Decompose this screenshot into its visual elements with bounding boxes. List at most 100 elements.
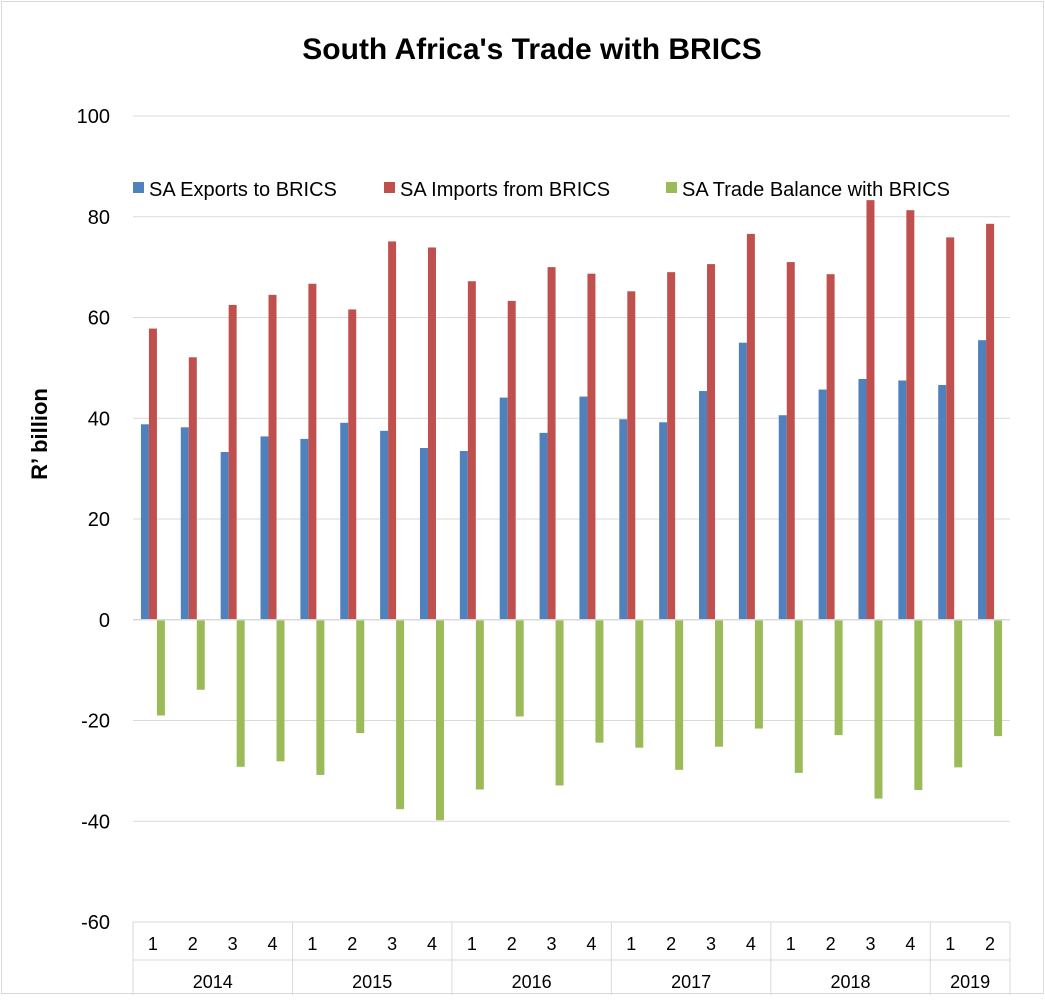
bar [635,619,644,748]
bar [475,619,484,790]
x-tick-label: 1 [467,934,477,954]
bar [707,264,716,620]
bar [196,619,205,690]
bar [340,422,349,620]
bar [818,389,827,620]
bar [595,619,604,743]
bar [619,419,628,620]
bar [435,619,444,821]
bar [156,619,165,716]
legend-label: SA Exports to BRICS [149,179,337,201]
y-tick-label: 40 [88,408,110,430]
bar [778,415,787,620]
bar [858,378,867,620]
x-tick-label: 3 [387,934,397,954]
bar [396,619,405,810]
y-tick-label: 0 [99,610,110,632]
bar [866,200,875,620]
bar [356,619,365,734]
bar [148,328,157,620]
y-tick-label: 100 [77,106,110,128]
y-tick-label: 60 [88,308,110,330]
bar [427,247,436,620]
y-axis-ticks: -60 -40 -20 0 20 40 60 80 100 [77,106,110,934]
bar [675,619,684,770]
bar [794,619,803,773]
y-tick-label: 80 [88,207,110,229]
bar [938,385,947,620]
bar [467,281,476,620]
bar [834,619,843,736]
bar [954,619,963,768]
y-tick-label: -20 [81,711,110,733]
bar [388,241,397,620]
legend-swatch [666,182,677,193]
bar [268,294,277,620]
x-tick-label: 2 [347,934,357,954]
bar [826,274,835,620]
y-tick-label: 20 [88,509,110,531]
bar [579,396,588,620]
bar [499,397,508,620]
x-tick-label: 3 [706,934,716,954]
y-tick-label: -60 [81,912,110,934]
bar [539,432,548,620]
x-tick-label: 2 [666,934,676,954]
legend-swatch [133,182,144,193]
x-group-label: 2019 [950,972,990,992]
bar [180,427,189,620]
x-group-label: 2014 [193,972,233,992]
bar [946,237,955,620]
bar [348,309,357,620]
x-tick-label: 2 [188,934,198,954]
bar [715,619,724,747]
x-tick-label: 1 [945,934,955,954]
x-group-label: 2018 [831,972,871,992]
bars [140,200,1003,821]
bar [978,340,987,620]
x-tick-label: 2 [826,934,836,954]
bar [236,619,245,767]
bar [659,422,668,620]
bar [754,619,763,729]
chart-title: South Africa's Trade with BRICS [302,33,761,66]
x-tick-label: 2 [507,934,517,954]
x-tick-label: 3 [547,934,557,954]
bar [699,391,708,620]
bar [507,300,516,620]
x-tick-label: 4 [586,934,596,954]
x-tick-label: 3 [865,934,875,954]
x-group-label: 2016 [512,972,552,992]
bar [260,436,269,620]
x-tick-label: 4 [268,934,278,954]
bar [380,430,389,620]
x-group-label: 2017 [671,972,711,992]
bar [276,619,285,762]
x-tick-label: 3 [228,934,238,954]
bar [419,447,428,620]
bar [555,619,564,786]
bar [547,267,556,620]
legend-swatch [384,182,395,193]
legend-label: SA Trade Balance with BRICS [682,179,950,201]
bar [515,619,524,717]
legend-label: SA Imports from BRICS [400,179,610,201]
bar [994,619,1003,737]
bar [786,262,795,620]
x-tick-label: 4 [427,934,437,954]
bar [906,210,915,620]
x-tick-label: 1 [148,934,158,954]
x-axis: 1 2 3 4 1 2 3 4 1 2 3 4 1 2 3 4 1 2 3 4 1 2 2014 2015 2016 2017 20… [132,619,1011,995]
bar [898,380,907,620]
bar [986,223,995,620]
x-tick-label: 1 [307,934,317,954]
bar [220,452,229,620]
bar [914,619,923,791]
x-tick-label: 2 [985,934,995,954]
x-group-label: 2015 [352,972,392,992]
bar [746,233,755,620]
y-tick-label: -40 [81,811,110,833]
x-tick-label: 1 [786,934,796,954]
